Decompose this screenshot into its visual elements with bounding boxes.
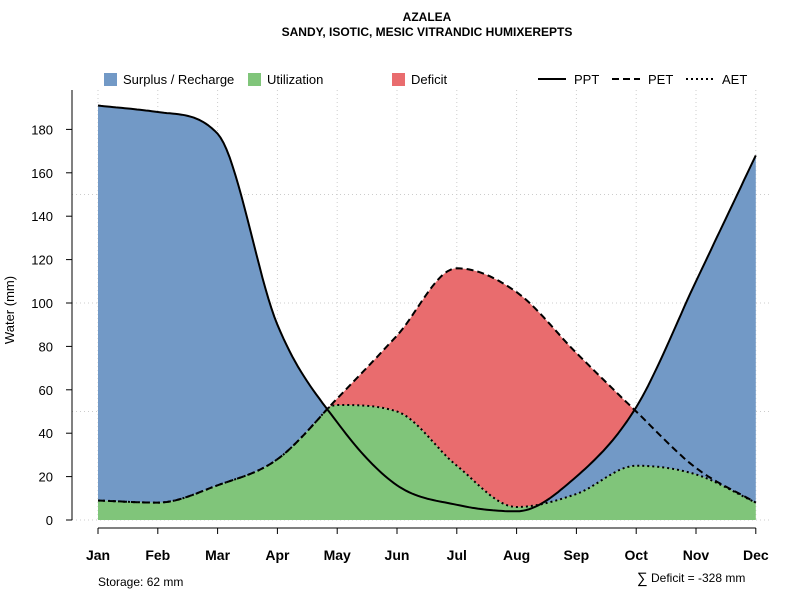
deficit-area [98,268,756,507]
legend-swatch [248,73,261,86]
x-tick-label-oct: Oct [625,547,649,563]
chart-subtitle: SANDY, ISOTIC, MESIC VITRANDIC HUMIXEREP… [282,25,573,39]
y-tick-label: 20 [39,470,53,485]
deficit-sum-symbol: ∑ [637,570,648,587]
legend-label: Deficit [411,72,448,87]
legend-label: AET [722,72,747,87]
y-tick-label: 180 [31,122,53,137]
x-axis-ticks: Jan Feb Mar Apr May Jun Jul Aug Sep Oct Nov Dec [86,528,769,563]
legend-label: Surplus / Recharge [123,72,234,87]
axes [71,90,756,529]
y-tick-label: 80 [39,339,53,354]
x-tick-label-mar: Mar [205,547,230,563]
series-line-aet [97,404,757,508]
deficit-annotation: Deficit = -328 mm [651,571,745,585]
x-tick-label-jun: Jun [385,547,410,563]
y-tick-label: 140 [31,209,53,224]
y-tick-label: 100 [31,296,53,311]
x-tick-label-nov: Nov [683,547,710,563]
x-tick-label-jul: Jul [447,547,467,563]
x-tick-label-dec: Dec [743,547,769,563]
y-tick-label: 40 [39,426,53,441]
y-axis-label: Water (mm) [2,276,17,344]
legend-swatch [104,73,117,86]
storage-annotation: Storage: 62 mm [98,575,183,589]
utilization-area [98,405,756,520]
x-tick-label-sep: Sep [564,547,590,563]
legend-swatch [392,73,405,86]
x-tick-label-jan: Jan [86,547,110,563]
y-tick-label: 160 [31,166,53,181]
legend: Surplus / Recharge Utilization Deficit PPT P… [104,72,747,87]
series-lines [97,104,757,513]
y-tick-label: 0 [46,513,53,528]
chart-title: AZALEA [403,10,452,24]
series-line-ppt [97,104,757,513]
y-tick-label: 120 [31,253,53,268]
x-tick-label-apr: Apr [265,547,290,563]
legend-label: Utilization [267,72,323,87]
y-tick-label: 60 [39,383,53,398]
legend-label: PET [648,72,673,87]
x-tick-label-aug: Aug [503,547,530,563]
legend-label: PPT [574,72,599,87]
y-axis-ticks: 0 20 40 60 80 100 120 140 160 180 [31,122,72,528]
surplus-recharge-area [98,105,756,507]
x-tick-label-may: May [324,547,351,563]
area-fills [98,105,756,520]
x-tick-label-feb: Feb [145,547,170,563]
